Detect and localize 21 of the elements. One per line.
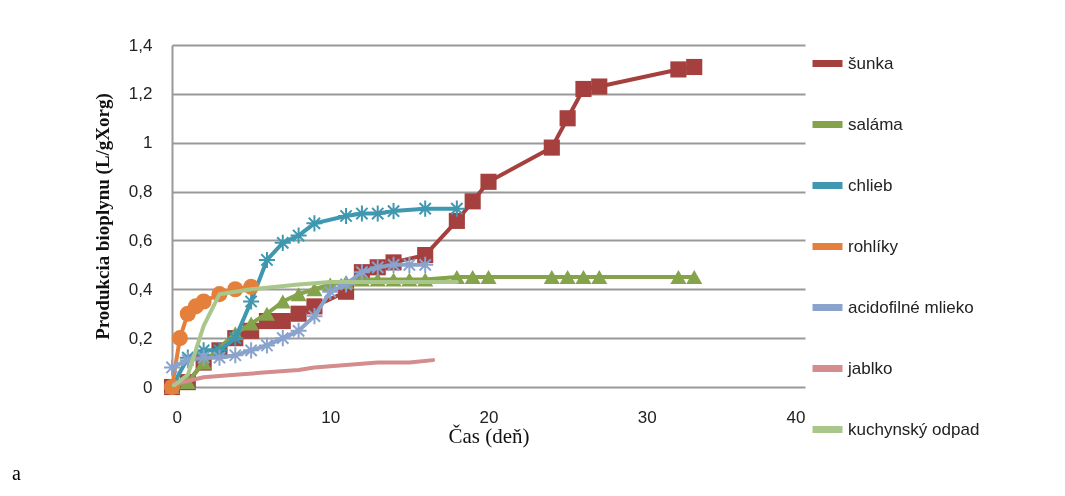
y-tick-label: 1,2	[128, 84, 153, 104]
legend-label: saláma	[848, 114, 904, 134]
y-tick-label: 0,6	[128, 230, 153, 250]
y-tick-label: 0	[143, 377, 153, 397]
text: a	[12, 462, 21, 485]
legend-label: kuchynský odpad	[848, 419, 980, 439]
y-tick-label: 0,2	[128, 328, 153, 348]
legend-label: jablko	[847, 358, 893, 378]
x-tick-label: 40	[786, 407, 806, 427]
y-tick-label: 0,4	[128, 279, 153, 299]
x-tick-label: 30	[637, 407, 657, 427]
legend-label: acidofilné mlieko	[848, 297, 974, 317]
y-tick-label: 1,4	[128, 35, 153, 55]
legend-label: rohlíky	[848, 236, 899, 256]
y-tick-label: 0,8	[128, 182, 153, 202]
legend-label: šunka	[848, 53, 894, 73]
y-tick-label: 1	[143, 133, 153, 153]
legend-label: chlieb	[848, 175, 893, 195]
x-tick-label: 10	[321, 407, 341, 427]
y-axis-title: Produkcia bioplynu (L/gXorg)	[91, 93, 114, 340]
x-tick-label: 0	[172, 407, 182, 427]
